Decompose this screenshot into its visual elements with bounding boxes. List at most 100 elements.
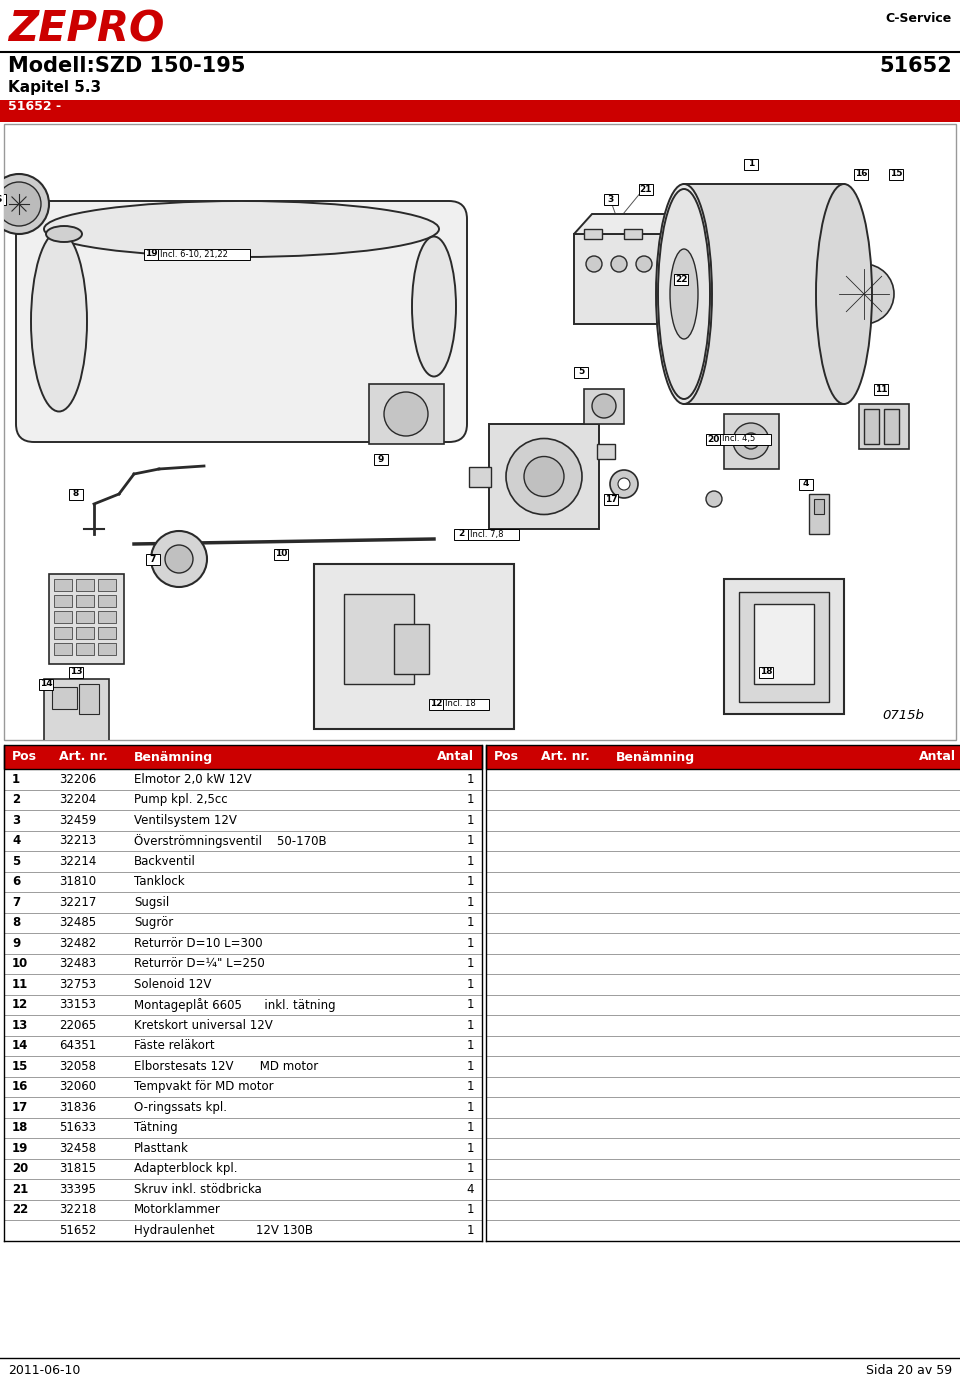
Text: 32753: 32753 [59, 978, 96, 990]
Text: 1: 1 [467, 1224, 474, 1236]
Text: Solenoid 12V: Solenoid 12V [134, 978, 211, 990]
Text: 1: 1 [467, 936, 474, 950]
Ellipse shape [658, 189, 710, 400]
Bar [4, 974, 482, 994]
Text: C-Service: C-Service [886, 12, 952, 25]
Text: 33153: 33153 [59, 999, 96, 1011]
Text: 1: 1 [748, 159, 755, 169]
Ellipse shape [412, 236, 456, 376]
Text: 16: 16 [854, 170, 867, 178]
Text: Kapitel 5.3: Kapitel 5.3 [8, 80, 101, 95]
Bar [486, 953, 960, 974]
Bar [486, 1199, 960, 1220]
Text: 51652: 51652 [879, 55, 952, 76]
Ellipse shape [636, 256, 652, 272]
Bar [691, 236, 701, 250]
Ellipse shape [656, 184, 712, 404]
Bar [429, 698, 443, 709]
Bar [4, 1159, 482, 1178]
Text: 31836: 31836 [59, 1101, 96, 1113]
Text: 32213: 32213 [59, 834, 96, 848]
Text: 1: 1 [467, 1059, 474, 1073]
Text: 33395: 33395 [59, 1182, 96, 1196]
Bar [4, 745, 482, 769]
Bar [4, 790, 482, 810]
Text: 1: 1 [467, 834, 474, 848]
Bar [52, 687, 77, 709]
Text: 1: 1 [12, 773, 20, 786]
Text: 1: 1 [467, 1019, 474, 1032]
Text: 10: 10 [12, 957, 28, 971]
Text: 51652 -: 51652 - [8, 100, 61, 113]
Text: Pos: Pos [12, 751, 37, 763]
Bar [0, 194, 6, 205]
Text: Överströmningsventil    50-170B: Överströmningsventil 50-170B [134, 834, 326, 848]
Text: Skruv inkl. stödbricka: Skruv inkl. stödbricka [134, 1182, 262, 1196]
Polygon shape [574, 214, 682, 234]
Bar [98, 611, 116, 622]
Ellipse shape [743, 433, 759, 449]
Text: 8: 8 [12, 917, 20, 929]
Text: 32058: 32058 [59, 1059, 96, 1073]
Text: 22: 22 [675, 274, 687, 284]
Bar [574, 366, 588, 378]
Bar [486, 1076, 960, 1097]
Text: 2011-06-10: 2011-06-10 [8, 1364, 81, 1376]
Text: Elmotor 2,0 kW 12V: Elmotor 2,0 kW 12V [134, 773, 252, 786]
Bar [4, 1097, 482, 1117]
Text: Fäste reläkort: Fäste reläkort [134, 1039, 215, 1052]
Bar [486, 892, 960, 913]
Text: 32214: 32214 [59, 855, 96, 867]
Bar [4, 1220, 482, 1241]
Text: 32482: 32482 [59, 936, 96, 950]
Bar [486, 1036, 960, 1057]
Text: 13: 13 [70, 668, 83, 676]
Text: 32485: 32485 [59, 917, 96, 929]
Bar [98, 579, 116, 591]
Bar [486, 769, 960, 790]
Ellipse shape [816, 184, 872, 404]
Text: 1: 1 [467, 1080, 474, 1093]
Bar [4, 124, 956, 740]
Bar [486, 994, 960, 1015]
Ellipse shape [44, 201, 439, 257]
Text: 1: 1 [467, 794, 474, 806]
Text: Incl. 18: Incl. 18 [445, 700, 476, 708]
Text: 12: 12 [12, 999, 28, 1011]
Text: 12: 12 [430, 700, 443, 708]
Text: Antal: Antal [919, 751, 956, 763]
Text: 4: 4 [803, 480, 809, 488]
Bar [4, 871, 482, 892]
Text: 20: 20 [707, 434, 719, 444]
Bar [4, 769, 482, 790]
Ellipse shape [165, 545, 193, 573]
Bar [76, 579, 94, 591]
Bar [724, 414, 779, 469]
Text: 17: 17 [12, 1101, 28, 1113]
Ellipse shape [31, 231, 87, 412]
Bar [144, 249, 158, 260]
Text: 32483: 32483 [59, 957, 96, 971]
Bar [486, 1178, 960, 1199]
Bar [486, 1057, 960, 1076]
Text: 4: 4 [467, 1182, 474, 1196]
Text: 1: 1 [467, 855, 474, 867]
Text: 21: 21 [12, 1182, 28, 1196]
Text: Pos: Pos [494, 751, 519, 763]
Ellipse shape [506, 438, 582, 514]
Bar [39, 679, 53, 690]
Bar [314, 564, 514, 729]
Bar [49, 574, 124, 664]
Bar [44, 679, 109, 754]
Bar [486, 810, 960, 831]
Bar [54, 579, 72, 591]
Bar [4, 1036, 482, 1057]
Ellipse shape [0, 174, 49, 234]
Bar [486, 974, 960, 994]
Bar [884, 409, 899, 444]
Ellipse shape [586, 256, 602, 272]
Text: 1: 1 [467, 813, 474, 827]
Text: 15: 15 [890, 170, 902, 178]
Bar [76, 611, 94, 622]
Bar [344, 595, 414, 685]
